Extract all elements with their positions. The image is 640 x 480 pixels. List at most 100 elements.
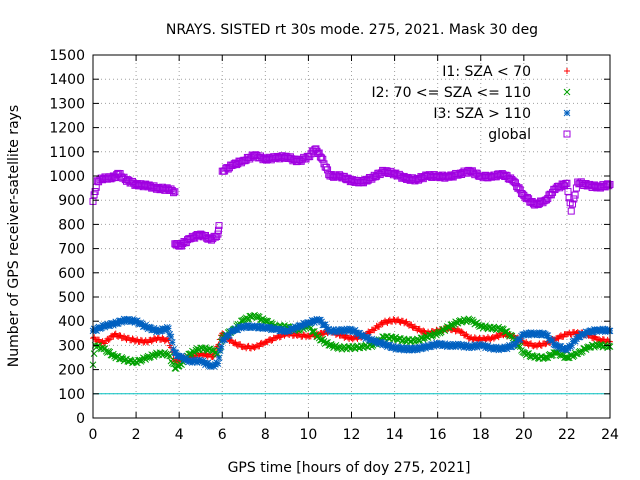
data-point [514, 184, 522, 192]
data-point [458, 328, 465, 335]
data-point [531, 201, 539, 209]
data-point [582, 180, 590, 188]
data-point [322, 163, 330, 171]
data-point [468, 167, 476, 175]
axis-ticks [92, 54, 611, 419]
data-point [403, 318, 410, 325]
legend-marker [563, 109, 571, 117]
data-point [90, 350, 98, 357]
data-point [167, 333, 175, 341]
legend-marker [564, 68, 570, 74]
data-point [171, 188, 179, 196]
data-point [571, 337, 579, 345]
data-point [215, 222, 223, 230]
data-point [268, 337, 275, 344]
data-point [516, 186, 524, 194]
data-point [605, 342, 613, 350]
data-point [170, 360, 177, 368]
data-point [214, 226, 222, 234]
data-point [129, 335, 136, 342]
y-tick-label: 800 [58, 217, 85, 233]
data-point [602, 181, 610, 189]
data-point [214, 230, 222, 238]
y-tick-label: 1200 [49, 121, 85, 137]
data-point [95, 336, 102, 343]
data-point [482, 322, 489, 330]
legend-label: I2: 70 <= SZA <= 110 [371, 85, 531, 101]
data-point [511, 179, 519, 187]
data-point [214, 360, 222, 367]
data-point [411, 177, 419, 185]
data-point [168, 339, 176, 346]
data-point [217, 343, 225, 350]
series-layer [89, 145, 614, 372]
data-point [105, 337, 112, 344]
y-tick-label: 200 [58, 363, 85, 379]
x-tick-label: 22 [558, 427, 576, 443]
data-point [170, 189, 178, 197]
y-tick-label: 400 [58, 314, 85, 330]
data-point [517, 189, 525, 197]
data-point [319, 155, 327, 163]
data-point [510, 178, 518, 186]
data-point [256, 343, 263, 350]
x-tick-label: 8 [261, 427, 270, 443]
y-tick-label: 1500 [49, 48, 85, 64]
data-point [383, 167, 391, 175]
y-tick-label: 1300 [49, 96, 85, 112]
data-point [552, 184, 560, 192]
x-tick-label: 18 [472, 427, 490, 443]
data-point [604, 180, 612, 188]
data-point [142, 356, 150, 363]
data-point [179, 240, 187, 248]
legend-marker [563, 130, 571, 138]
y-tick-label: 100 [58, 387, 85, 403]
legend-marker [563, 88, 571, 96]
y-tick-label: 700 [58, 242, 85, 258]
data-point [166, 352, 174, 360]
y-tick-labels: 0 100 200 300 400 500 600 700 800 900 1000 1100 1200… [49, 48, 85, 427]
y-tick-label: 600 [58, 266, 85, 282]
data-point [376, 324, 383, 331]
x-tick-label: 24 [601, 427, 619, 443]
data-point [215, 354, 223, 362]
data-point [106, 336, 113, 343]
data-point [165, 325, 172, 332]
legend: I1: SZA < 70 I2: 70 <= SZA <= 110 I3: SZA … [371, 64, 571, 143]
y-tick-label: 1000 [49, 169, 85, 185]
series-2 [89, 315, 614, 370]
legend-label: I3: SZA > 110 [433, 106, 531, 122]
data-point [283, 153, 291, 161]
x-tick-label: 20 [515, 427, 533, 443]
data-point [567, 207, 575, 215]
data-point [148, 338, 155, 345]
data-point [308, 328, 316, 335]
y-tick-label: 300 [58, 338, 85, 354]
data-point [416, 175, 424, 183]
x-tick-label: 12 [343, 427, 361, 443]
data-point [315, 149, 323, 157]
data-point [408, 321, 415, 328]
data-point [509, 177, 517, 185]
y-axis-label: Number of GPS receiver-satellite rays [6, 105, 22, 367]
chart-title: NRAYS. SISTED rt 30s mode. 275, 2021. Ma… [166, 22, 538, 38]
data-point [605, 182, 613, 190]
x-tick-label: 14 [386, 427, 404, 443]
data-point [319, 331, 326, 338]
legend-label: global [488, 127, 531, 143]
x-tick-label: 6 [218, 427, 227, 443]
data-point [316, 153, 324, 161]
data-point [523, 194, 531, 202]
data-point [543, 196, 551, 204]
data-point [420, 327, 427, 334]
y-tick-label: 1400 [49, 72, 85, 88]
data-point [546, 190, 554, 198]
y-tick-label: 900 [58, 193, 85, 209]
y-tick-label: 0 [76, 411, 85, 427]
x-tick-label: 0 [89, 427, 98, 443]
data-point [238, 317, 245, 325]
data-point [446, 173, 454, 181]
data-point [542, 354, 549, 361]
y-tick-label: 1100 [49, 145, 85, 161]
